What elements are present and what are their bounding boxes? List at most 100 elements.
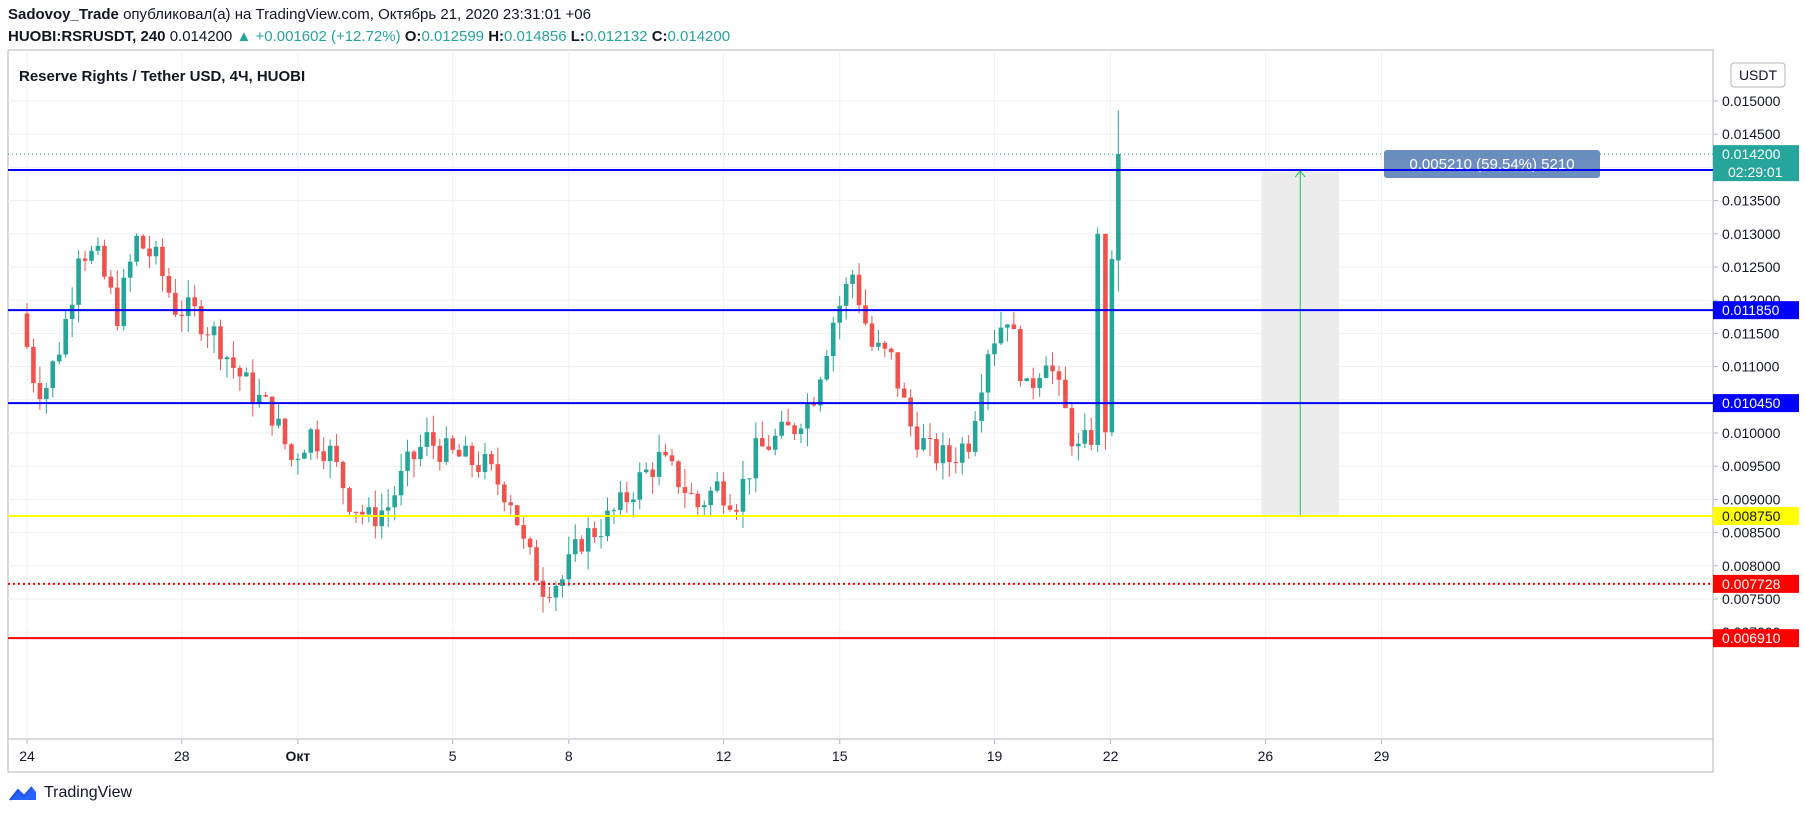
level-price-tag [1713,507,1799,525]
candle-body [95,245,101,251]
candle-body [572,539,578,555]
candle-body [431,432,436,446]
candle-body [895,352,901,389]
brand-footer[interactable]: TradingView [8,784,132,802]
candle-body [1063,379,1068,409]
high-value: 0.014856 [504,28,567,45]
candle-body [134,235,139,262]
candle-body [972,420,978,452]
time-tick-label: 26 [1258,748,1274,764]
horizontal-levels[interactable]: 0.0139600.0118500.0104500.0087500.007728… [8,145,1799,648]
candle-body [295,458,301,460]
candle-body [714,481,720,491]
low-value: 0.012132 [584,28,648,45]
candle-body [424,432,430,447]
tradingview-logo-icon [9,786,36,801]
candle-body [379,510,385,527]
candle-body [656,451,662,477]
candle-body [785,421,791,426]
price-tick-label: 0.015000 [1722,93,1781,109]
time-axis: 24 28 Окт 5 8 12 15 19 22 26 29 [19,739,1389,764]
candle-body [798,428,804,434]
candle-body [463,445,468,457]
candle-body [695,493,701,508]
candle-body [173,292,178,315]
close-value: 0.014200 [667,28,731,45]
candle-body [476,465,481,472]
candle-body [334,445,339,462]
candle-body [469,445,475,466]
candle-body [489,454,494,465]
candle-body [914,426,920,450]
candle-body [805,403,810,429]
candle-body [1030,378,1036,389]
candle-body [69,304,75,320]
candle-body [289,444,294,460]
candle-body [147,248,152,257]
author-name[interactable]: Sadovoy_Trade [8,6,119,23]
level-price-tag [1713,629,1799,648]
low-label: L: [570,28,585,45]
candle-body [940,445,946,464]
candle-body [263,395,268,397]
candle-body [766,446,772,450]
level-price-tag [1713,394,1799,413]
price-change: ▲ +0.001602 (+12.72%) [236,28,401,45]
candle-body [1050,365,1055,372]
candle-body [901,388,907,398]
candle-body [1056,371,1062,380]
candle-body [269,396,275,426]
price-chart[interactable]: 0.0150000.0145000.0140000.0135000.013000… [0,0,1805,780]
high-label: H: [488,28,505,45]
candle-body [244,372,249,377]
candle-body [392,495,397,508]
candle-body [953,462,959,464]
candle-body [553,585,559,598]
candle-body [1088,430,1094,445]
candle-body [521,525,526,539]
candle-body [947,445,952,463]
price-tick-label: 0.014500 [1722,126,1781,142]
candle-body [689,492,694,494]
level-price-label: 0.007728 [1722,576,1781,592]
candle-body [160,246,165,276]
candle-body [1095,233,1100,445]
candle-body [985,354,991,393]
price-tick-label: 0.011000 [1722,359,1780,375]
candle-body [456,449,462,457]
candle-body [669,455,675,462]
ohlc-legend: HUOBI:RSRUSDT, 240 0.014200 ▲ +0.001602 … [8,28,730,45]
candle-body [302,452,307,459]
candle-body [327,445,333,461]
candle-body [605,510,610,537]
candle-body [205,334,210,336]
candle-body [772,435,778,450]
time-tick-label: 15 [832,748,848,764]
candle-body [818,379,823,406]
candle-body [927,438,933,440]
candle-body [50,361,56,389]
candle-body [998,327,1004,344]
candle-body [450,438,455,450]
time-tick-label: 12 [716,748,732,764]
candle-body [218,326,223,360]
candle-body [508,502,514,506]
candle-body [1037,377,1042,389]
time-tick-label: Окт [286,748,311,764]
candle-body [966,443,971,452]
candle-body [44,388,49,400]
candle-body [340,461,346,489]
candle-body [82,258,88,261]
candle-body [347,488,352,512]
candle-body [1043,365,1049,378]
price-tick-label: 0.011500 [1722,325,1780,341]
measurement-tool[interactable]: 0.005210 (59.54%) 5210 [1261,150,1600,517]
candle-body [1005,324,1010,328]
currency-button[interactable]: USDT [1730,62,1786,88]
candle-body [1018,329,1023,381]
candle-body [366,507,372,515]
price-tick-label: 0.009000 [1722,491,1781,507]
candle-body [547,596,552,598]
time-tick-label: 29 [1374,748,1390,764]
candle-body [153,246,159,257]
